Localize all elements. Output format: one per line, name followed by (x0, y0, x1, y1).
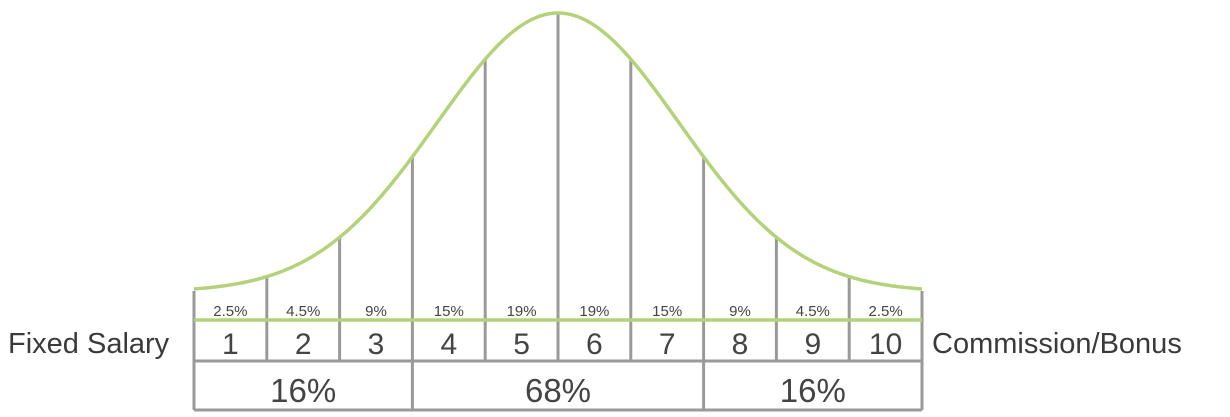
bell-curve (193, 11, 923, 291)
bin-percent-label: 15% (652, 303, 682, 320)
bin-percent-label: 19% (579, 303, 609, 320)
bin-number-label: 7 (659, 328, 676, 361)
bin-percent-label: 9% (365, 303, 387, 320)
bin-percent-label: 15% (434, 303, 464, 320)
fixed-salary-label: Fixed Salary (8, 328, 170, 360)
bin-number-label: 2 (295, 328, 312, 361)
bin-number-label: 6 (586, 328, 603, 361)
group-percent-label: 68% (525, 372, 591, 409)
group-percent-label: 16% (270, 372, 336, 409)
bin-percent-label: 4.5% (286, 303, 320, 320)
bin-percent-labels: 2.5% 4.5% 9% 15% 19% 19% 15% 9% 4.5% 2.5% (213, 303, 902, 320)
scale-table (192, 359, 924, 412)
group-percent-labels: 16% 68% 16% (270, 372, 846, 409)
bin-percent-label: 9% (729, 303, 751, 320)
bin-percent-label: 4.5% (796, 303, 830, 320)
bin-number-labels: 1 2 3 4 5 6 7 8 9 10 (222, 328, 902, 361)
group-percent-label: 16% (780, 372, 846, 409)
bin-number-label: 3 (368, 328, 385, 361)
bin-number-label: 5 (513, 328, 530, 361)
bin-number-label: 9 (804, 328, 821, 361)
bin-percent-label: 2.5% (868, 303, 902, 320)
bin-number-label: 10 (869, 328, 902, 361)
bin-divider-lines (192, 14, 924, 361)
bin-number-label: 8 (732, 328, 749, 361)
bin-number-label: 4 (440, 328, 457, 361)
bin-number-label: 1 (222, 328, 239, 361)
bin-percent-label: 19% (507, 303, 537, 320)
commission-bonus-label: Commission/Bonus (932, 328, 1182, 360)
bin-percent-label: 2.5% (213, 303, 247, 320)
